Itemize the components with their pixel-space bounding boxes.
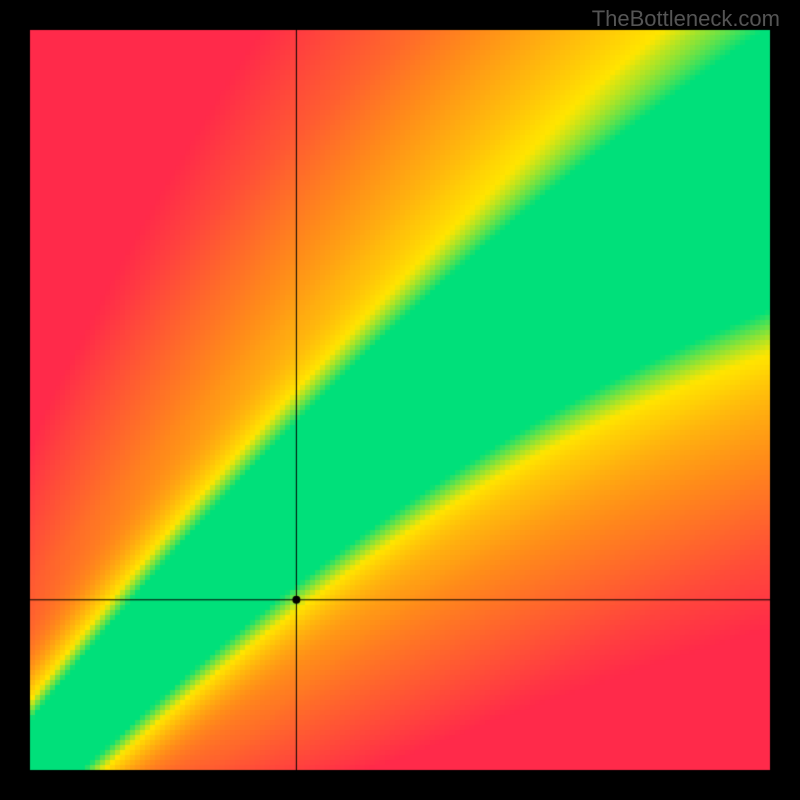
watermark-text: TheBottleneck.com [592, 6, 780, 32]
heatmap-canvas [0, 0, 800, 800]
chart-container: TheBottleneck.com [0, 0, 800, 800]
